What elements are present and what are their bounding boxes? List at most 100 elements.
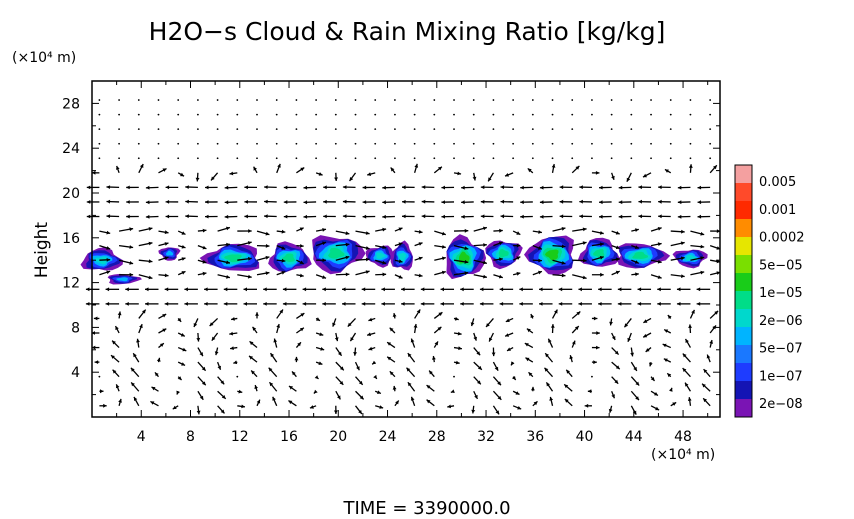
wind-vector-head [702,383,706,388]
wind-vector [264,214,277,219]
wind-vector-head [617,302,622,306]
wind-vector-head [464,260,469,264]
wind-vector-head [342,302,346,306]
wind-vector [197,390,204,401]
wind-vector [394,242,403,247]
wind-vector [414,242,423,247]
wind-vector-dot [98,142,101,145]
wind-vector-head [539,200,544,205]
wind-vector [315,317,321,322]
wind-vector [688,324,692,334]
wind-vector-head [300,313,305,317]
wind-vector-head [657,259,662,264]
wind-vector [256,244,270,248]
wind-vector [276,309,284,319]
wind-vector [309,405,317,409]
wind-vector [631,272,639,277]
wind-vector [506,346,514,352]
wind-vector [118,259,134,265]
wind-vector [453,142,455,145]
wind-vector [335,272,350,277]
x-tick-label: 44 [625,429,643,445]
wind-vector-head [460,287,464,292]
wind-vector [650,405,660,411]
wind-vector [394,274,403,279]
wind-vector [164,287,179,292]
wind-vector-head [238,389,243,394]
wind-vector-head [382,272,387,277]
wind-vector [230,317,238,321]
wind-vector-head [392,313,397,317]
wind-vector [682,353,691,363]
wind-vector-dot [177,128,180,131]
wind-vector [334,405,338,414]
wind-vector [98,128,101,131]
wind-vector-head [598,287,602,292]
wind-vector-dot [216,157,219,160]
x-tick-label: 36 [526,429,544,445]
wind-vector-head [655,406,660,411]
wind-vector-dot [472,113,475,116]
wind-vector [658,214,671,219]
wind-vector [375,405,384,409]
wind-vector-head [86,200,91,204]
wind-vector [236,99,239,101]
wind-vector-head [635,381,640,386]
wind-vector [500,214,514,219]
wind-vector-head [136,338,140,343]
wind-vector [151,386,159,392]
wind-vector [454,228,469,233]
wind-vector [177,142,180,145]
wind-vector [413,323,418,334]
wind-vector [296,273,304,278]
wind-vector-head [530,314,535,318]
x-tick-label: 40 [576,429,594,445]
wind-vector-head [599,231,604,235]
wind-vector-head [460,302,464,306]
wind-vector-head [297,342,301,347]
wind-vector-head [416,309,421,314]
wind-vector-head [559,185,564,190]
wind-vector-head [86,185,91,190]
wind-vector [493,274,503,279]
wind-vector-head [615,231,620,235]
wind-vector [268,367,278,378]
wind-vector-head [657,275,662,279]
wind-vector [353,347,357,356]
wind-vector-head [615,245,620,250]
wind-vector-dot [118,113,120,116]
wind-vector [165,185,179,190]
wind-vector-head [554,309,558,314]
wind-vector-head [700,256,705,260]
wind-vector [332,318,337,327]
wind-vector [217,259,231,265]
wind-vector-dot [196,99,199,101]
wind-vector [472,142,475,145]
wind-vector-dot [551,99,554,101]
wind-vector [432,355,436,363]
wind-vector [315,172,323,176]
wind-vector-head [593,360,597,365]
wind-vector-head [569,355,574,360]
wind-vector [493,241,504,247]
wind-vector [273,338,278,348]
wind-vector-head [587,389,592,394]
wind-vector-head [314,375,319,379]
wind-vector [237,274,252,279]
time-label: TIME = 3390000.0 [342,498,510,519]
wind-vector-head [126,185,130,190]
wind-vector-head [426,385,431,389]
wind-vector [433,113,436,116]
wind-vector-head [382,227,387,232]
wind-vector-dot [709,99,712,101]
x-tick-label: 12 [231,429,249,445]
wind-vector-head [165,185,170,190]
wind-vector [275,128,278,131]
wind-vector [579,185,592,190]
wind-vector-dot [354,157,357,160]
wind-vector [662,343,671,349]
wind-vector [138,309,147,319]
wind-vector [244,200,258,204]
wind-vector-dot [453,99,455,101]
wind-vector-dot [610,128,613,131]
